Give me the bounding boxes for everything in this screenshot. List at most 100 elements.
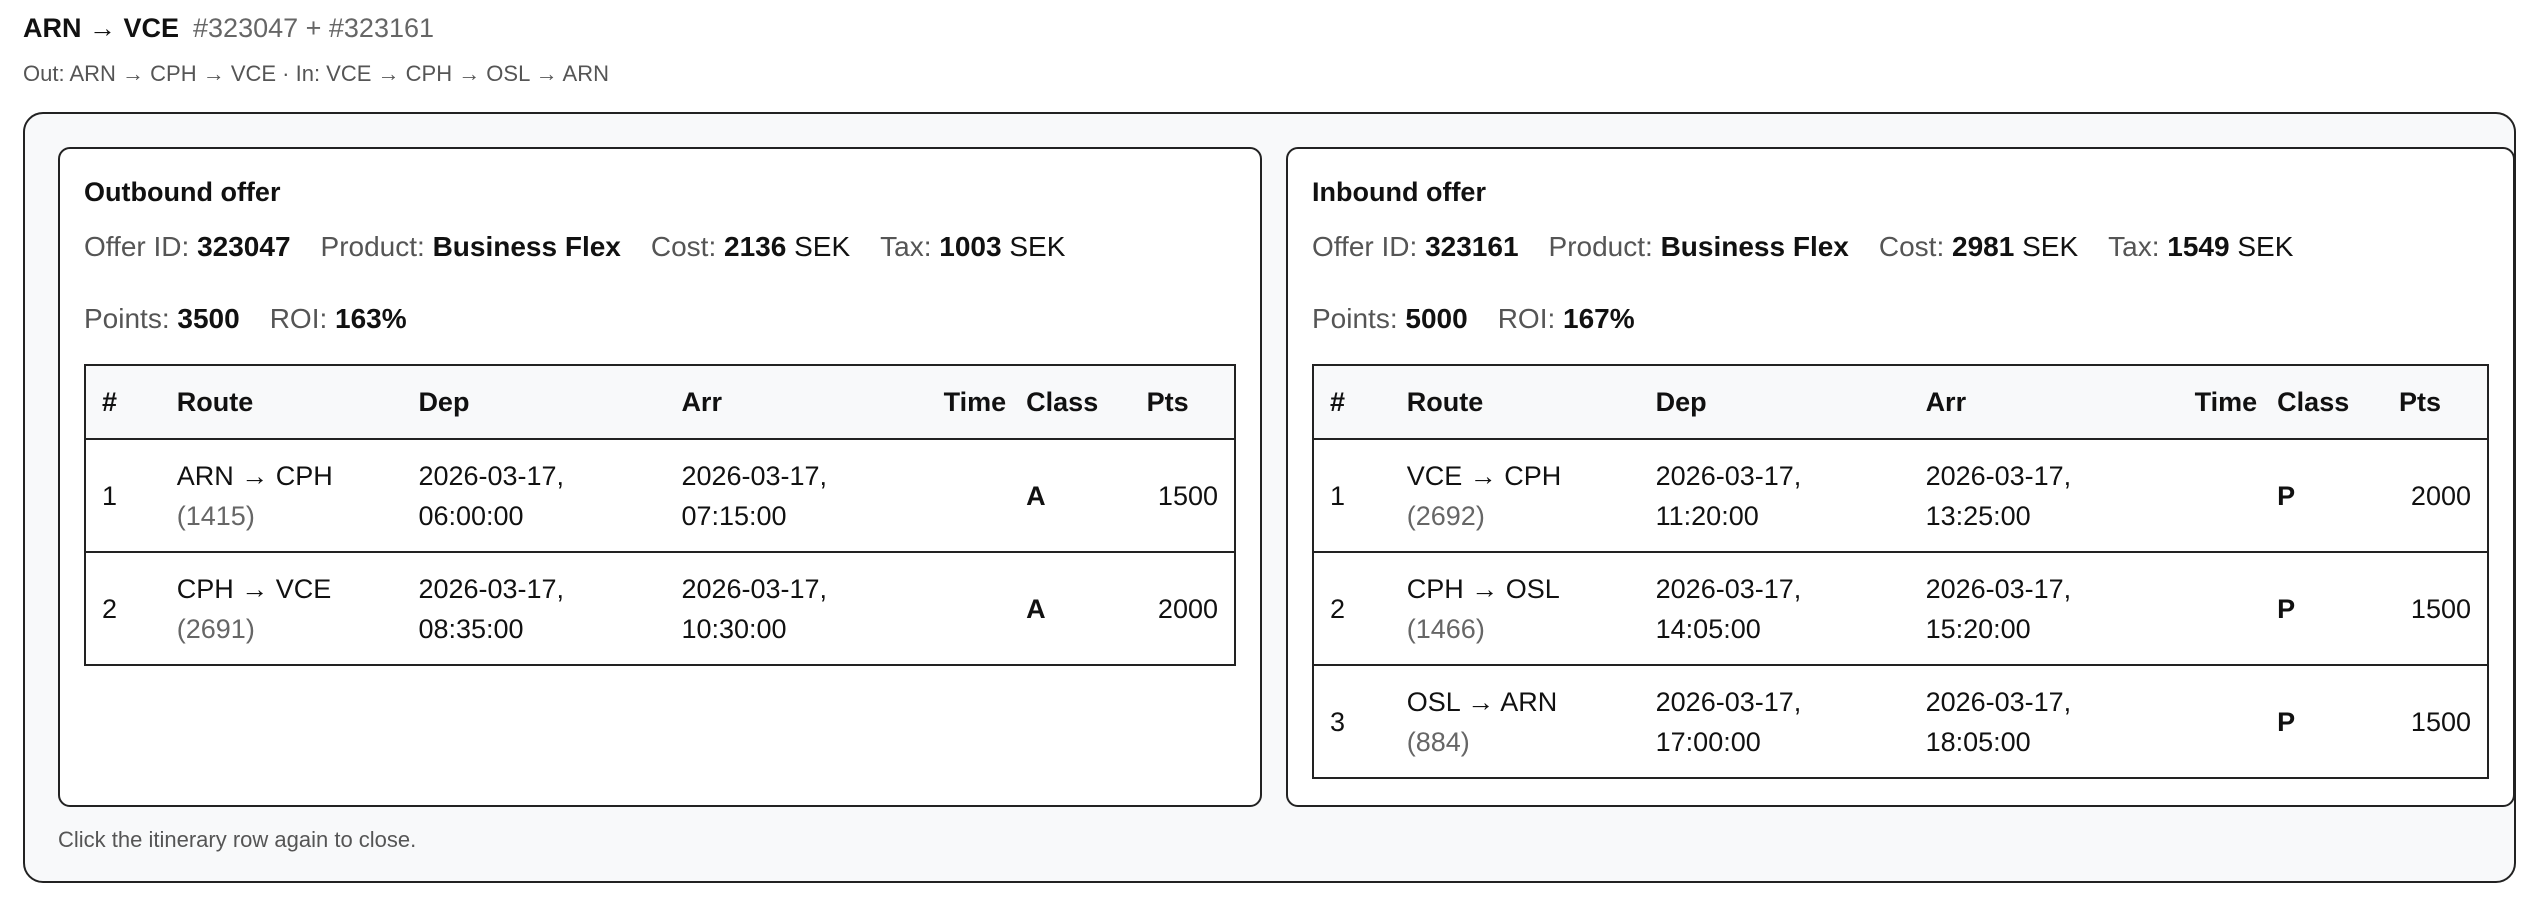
tax-value: 1549 (2167, 231, 2230, 262)
column-header: Time (933, 365, 1017, 440)
arrival: 2026-03-17, 07:15:00 (671, 439, 934, 553)
segment-number: 2 (102, 593, 118, 624)
flight-number: (2691) (176, 613, 255, 644)
offer-ids: #323047 + #323161 (193, 13, 435, 43)
arr-time: 15:20:00 (1925, 613, 2031, 644)
arr-date: 2026-03-17, (681, 460, 828, 491)
cost-value: 2136 (724, 231, 787, 262)
segments-table: # Route Dep Arr Time Class Pts 1 ARN → CPH (1415)… (84, 364, 1236, 666)
column-header: Class (1016, 365, 1137, 440)
dep-date: 2026-03-17, (1655, 460, 1802, 491)
tax: Tax: 1003 SEK (880, 231, 1065, 262)
arr-time: 10:30:00 (681, 613, 787, 644)
column-header: Route (166, 365, 409, 440)
card-title: Outbound offer (84, 177, 281, 207)
dep-time: 17:00:00 (1655, 726, 1761, 757)
dep-date: 2026-03-17, (1655, 686, 1802, 717)
roi-value: 167% (1563, 303, 1635, 334)
outbound-offer-card: Outbound offer Offer ID: 323047 Product: B… (58, 147, 1262, 807)
tax-unit: SEK (2237, 231, 2294, 262)
segment-points: 2000 (2389, 439, 2488, 553)
duration (934, 552, 1017, 665)
segment-route: OSL → ARN (884) (1397, 665, 1646, 778)
cost-unit: SEK (794, 231, 851, 262)
departure: 2026-03-17, 06:00:00 (408, 439, 672, 553)
duration (2184, 552, 2268, 666)
offer-stats: Points: 3500 ROI: 163% (84, 303, 437, 335)
dep-date: 2026-03-17, (418, 460, 565, 491)
table-header-row: # Route Dep Arr Time Class Pts (1313, 365, 2488, 440)
points: Points: 5000 (1312, 303, 1468, 334)
arr-date: 2026-03-17, (681, 573, 828, 604)
column-header: # (1313, 365, 1397, 440)
tax-value: 1003 (939, 231, 1002, 262)
segment-row[interactable]: 2 CPH → VCE (2691) 2026-03-17, 08:35:00 2026-… (85, 552, 1235, 665)
offer-id: Offer ID: 323047 (84, 231, 291, 262)
segment-number: 1 (85, 439, 167, 553)
dep-date: 2026-03-17, (1655, 573, 1802, 604)
product-label: Product: (1548, 231, 1653, 262)
booking-class: P (2277, 706, 2296, 737)
route-text: ARN → CPH (176, 460, 333, 491)
route-text: OSL → ARN (1406, 686, 1558, 717)
itinerary-summary: Out: ARN → CPH → VCE · In: VCE → CPH → O… (23, 61, 609, 86)
segment-points: 1500 (2389, 552, 2488, 666)
cost-value: 2981 (1952, 231, 2015, 262)
route-text: CPH → VCE (176, 573, 332, 604)
tax-label: Tax: (2108, 231, 2160, 262)
product-label: Product: (320, 231, 425, 262)
segment-number: 3 (1330, 706, 1346, 737)
roi-label: ROI: (269, 303, 328, 334)
segment-row[interactable]: 1 ARN → CPH (1415) 2026-03-17, 06:00:00 2026-… (85, 439, 1235, 553)
arrival: 2026-03-17, 15:20:00 (1915, 552, 2185, 666)
arr-time: 18:05:00 (1925, 726, 2031, 757)
segment-row[interactable]: 3 OSL → ARN (884) 2026-03-17, 17:00:00 2026-0… (1313, 665, 2488, 778)
points-value: 5000 (1405, 303, 1468, 334)
offer-id-value: 323047 (197, 231, 291, 262)
dep-time: 14:05:00 (1655, 613, 1761, 644)
cost-label: Cost: (1878, 231, 1945, 262)
inbound-offer-card: Inbound offer Offer ID: 323161 Product: Bu… (1286, 147, 2515, 807)
offer-meta: Offer ID: 323047 Product: Business Flex Co… (84, 231, 1095, 263)
points-label: Points: (1312, 303, 1398, 334)
segment-row[interactable]: 1 VCE → CPH (2692) 2026-03-17, 11:20:00 2026-… (1313, 439, 2488, 553)
arr-time: 07:15:00 (681, 500, 787, 531)
close-hint: Click the itinerary row again to close. (58, 827, 417, 852)
arr-date: 2026-03-17, (1925, 686, 2072, 717)
product: Product: Business Flex (1549, 231, 1849, 262)
points-value: 3500 (177, 303, 240, 334)
dep-time: 06:00:00 (418, 500, 524, 531)
column-header: Arr (1915, 365, 2185, 440)
points: Points: 3500 (84, 303, 240, 334)
duration (933, 439, 1017, 553)
cost-label: Cost: (650, 231, 717, 262)
segment-number: 2 (1313, 552, 1397, 666)
segment-points: 2000 (1157, 593, 1218, 624)
booking-class: A (1016, 439, 1137, 553)
segment-route: CPH → VCE (2691) (167, 552, 409, 665)
cost-unit: SEK (2022, 231, 2079, 262)
flight-number: (1415) (176, 500, 255, 531)
column-header: Time (2184, 365, 2268, 440)
roi: ROI: 167% (1498, 303, 1635, 334)
points-label: Points: (84, 303, 170, 334)
dep-date: 2026-03-17, (418, 573, 565, 604)
dep-time: 08:35:00 (418, 613, 524, 644)
booking-class: P (2267, 439, 2390, 553)
product: Product: Business Flex (321, 231, 621, 262)
roi: ROI: 163% (270, 303, 407, 334)
arr-time: 13:25:00 (1925, 500, 2031, 531)
duration (2184, 439, 2268, 553)
offer-id-label: Offer ID: (84, 231, 190, 262)
arrival: 2026-03-17, 18:05:00 (1916, 665, 2185, 778)
column-header: Arr (671, 365, 934, 440)
arrival: 2026-03-17, 10:30:00 (671, 552, 933, 665)
cost: Cost: 2981 SEK (1879, 231, 2078, 262)
segment-route: VCE → CPH (2692) (1396, 439, 1646, 553)
offer-meta: Offer ID: 323161 Product: Business Flex Co… (1312, 231, 2323, 263)
route-text: CPH → OSL (1406, 573, 1560, 604)
details-panel: Outbound offer Offer ID: 323047 Product: B… (23, 112, 2516, 883)
segment-row[interactable]: 2 CPH → OSL (1466) 2026-03-17, 14:05:00 2026-… (1313, 552, 2488, 666)
route-title: ARN → VCE (23, 13, 180, 43)
column-header: Dep (408, 365, 672, 440)
